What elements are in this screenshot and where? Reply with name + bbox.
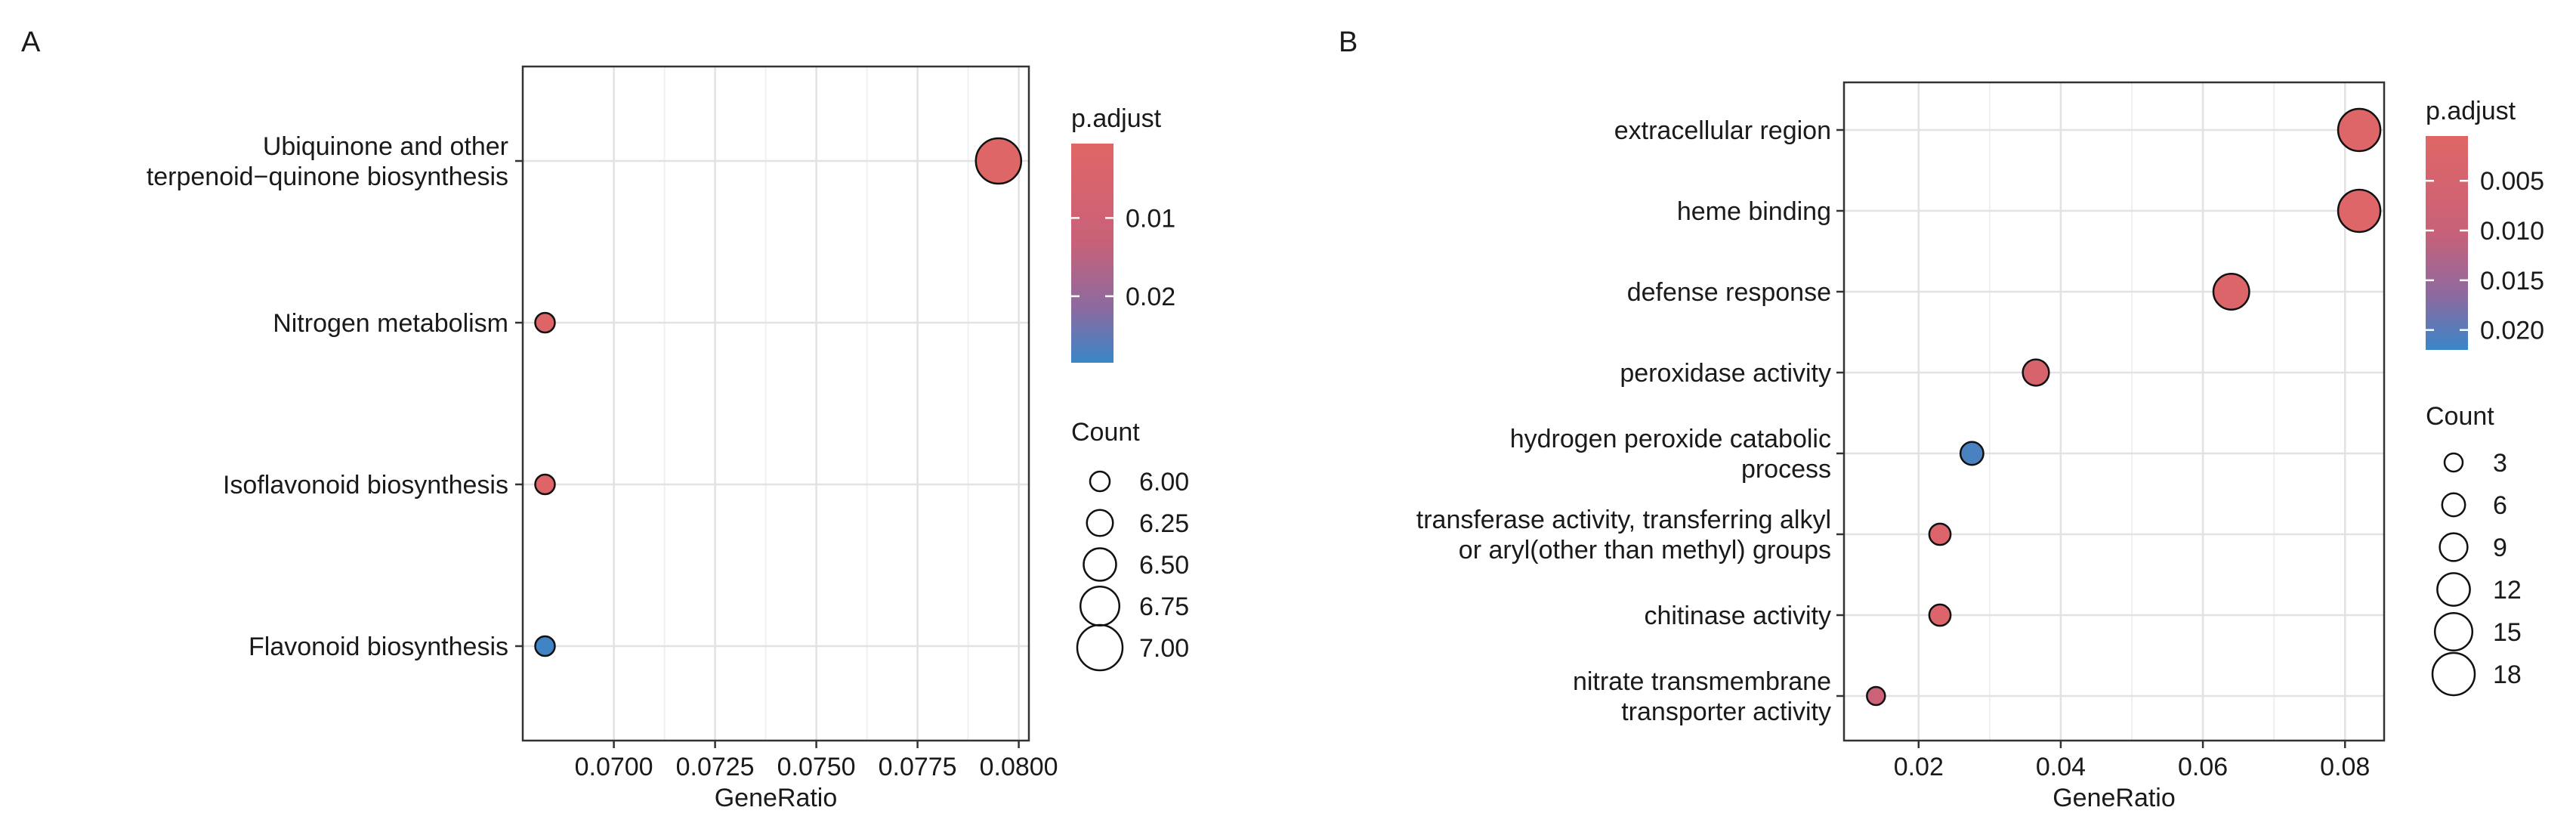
plot-background bbox=[523, 67, 1029, 741]
data-point bbox=[534, 311, 556, 334]
data-point bbox=[534, 635, 556, 657]
y-category-label: peroxidase activity bbox=[1620, 359, 1831, 388]
y-category-label: transferase activity, transferring alkyl… bbox=[1416, 506, 1831, 565]
size-legend-label: 6.50 bbox=[1139, 551, 1189, 580]
x-tick-label: 0.0775 bbox=[879, 753, 957, 781]
y-category-label: hydrogen peroxide catabolic process bbox=[1510, 425, 1831, 484]
x-axis-title: GeneRatio bbox=[2052, 784, 2176, 812]
y-category-label-line: peroxidase activity bbox=[1620, 359, 1831, 388]
color-legend-label: 0.010 bbox=[2480, 217, 2544, 246]
size-legend-circle bbox=[2431, 651, 2476, 697]
y-category-label-line: nitrate transmembrane bbox=[1573, 667, 1831, 696]
plot-frame bbox=[521, 65, 1030, 742]
y-category-label-line: extracellular region bbox=[1614, 116, 1831, 145]
y-category-label-line: transferase activity, transferring alkyl bbox=[1416, 506, 1831, 534]
y-category-label: heme binding bbox=[1677, 197, 1831, 226]
size-legend-label: 18 bbox=[2493, 660, 2522, 689]
size-legend-label: 3 bbox=[2493, 449, 2507, 478]
color-legend-bar bbox=[1071, 144, 1113, 363]
y-category-label-line: heme binding bbox=[1677, 197, 1831, 226]
data-point bbox=[1959, 441, 1985, 466]
x-tick-label: 0.04 bbox=[2036, 753, 2086, 781]
data-point bbox=[1866, 685, 1886, 707]
color-legend-label: 0.020 bbox=[2480, 317, 2544, 345]
y-category-label: Nitrogen metabolism bbox=[273, 309, 508, 338]
x-tick-label: 0.02 bbox=[1894, 753, 1944, 781]
x-axis-title: GeneRatio bbox=[715, 784, 838, 812]
data-point bbox=[2212, 273, 2250, 311]
color-legend-label: 0.02 bbox=[1126, 283, 1175, 311]
size-legend-label: 12 bbox=[2493, 576, 2522, 605]
y-category-label-line: or aryl(other than methyl) groups bbox=[1459, 536, 1831, 565]
size-legend-circle bbox=[2441, 492, 2466, 518]
data-point bbox=[1928, 522, 1952, 546]
plot-frame bbox=[1842, 81, 2386, 742]
size-legend-circle bbox=[1080, 586, 1120, 626]
data-point bbox=[534, 473, 556, 496]
color-legend-title: p.adjust bbox=[2426, 97, 2516, 125]
size-legend-label: 15 bbox=[2493, 618, 2522, 647]
size-legend-label: 7.00 bbox=[1139, 634, 1189, 663]
y-category-label-line: defense response bbox=[1627, 278, 1831, 307]
y-category-label-line: transporter activity bbox=[1621, 698, 1831, 726]
y-category-label-line: Flavonoid biosynthesis bbox=[249, 633, 508, 661]
y-category-label: nitrate transmembrane transporter activit… bbox=[1573, 667, 1831, 726]
size-legend-circle bbox=[2433, 611, 2474, 652]
y-category-label: Ubiquinone and other terpenoid−quinone bi… bbox=[147, 132, 508, 191]
panel-label: A bbox=[21, 26, 41, 58]
color-legend-title: p.adjust bbox=[1071, 104, 1162, 133]
size-legend-circle bbox=[2439, 532, 2469, 562]
plot-background bbox=[1844, 82, 2384, 741]
size-legend-label: 9 bbox=[2493, 534, 2507, 562]
data-point bbox=[1928, 603, 1952, 627]
size-legend-circle bbox=[1089, 470, 1111, 493]
size-legend-circle bbox=[1083, 547, 1117, 582]
panel-b: B 0.02 0.04 0.06 0.08 GeneRatio extracellular … bbox=[1339, 26, 2544, 812]
x-tick-label: 0.0725 bbox=[676, 753, 755, 781]
data-point bbox=[2022, 358, 2050, 387]
size-legend-label: 6 bbox=[2493, 491, 2507, 520]
data-point bbox=[2337, 107, 2382, 153]
data-point bbox=[974, 137, 1023, 185]
size-legend-circle bbox=[1076, 623, 1124, 672]
size-legend-label: 6.25 bbox=[1139, 509, 1189, 538]
y-category-label-line: terpenoid−quinone biosynthesis bbox=[147, 162, 508, 191]
y-category-label: Flavonoid biosynthesis bbox=[249, 633, 508, 661]
color-legend-bar bbox=[2426, 136, 2468, 350]
size-legend-label: 6.00 bbox=[1139, 468, 1189, 496]
y-category-label: Isoflavonoid biosynthesis bbox=[223, 471, 508, 500]
size-legend-title: Count bbox=[1071, 418, 1140, 447]
size-legend-label: 6.75 bbox=[1139, 592, 1189, 621]
panel-label: B bbox=[1339, 26, 1357, 58]
x-tick-label: 0.0800 bbox=[980, 753, 1058, 781]
x-tick-label: 0.06 bbox=[2178, 753, 2228, 781]
color-legend-label: 0.015 bbox=[2480, 267, 2544, 295]
y-category-label: extracellular region bbox=[1614, 116, 1831, 145]
x-tick-label: 0.08 bbox=[2320, 753, 2370, 781]
size-legend-circle bbox=[2436, 572, 2471, 607]
data-point bbox=[2337, 188, 2382, 234]
y-category-label: chitinase activity bbox=[1644, 602, 1831, 630]
color-legend-label: 0.005 bbox=[2480, 167, 2544, 196]
y-category-label-line: Isoflavonoid biosynthesis bbox=[223, 471, 508, 500]
y-category-label-line: Ubiquinone and other bbox=[263, 132, 508, 161]
panel-a: A 0.0700 0.0725 0.0750 0.0775 0.0800 GeneRatio… bbox=[21, 26, 1189, 812]
y-category-label-line: hydrogen peroxide catabolic bbox=[1510, 425, 1831, 453]
size-legend-title: Count bbox=[2426, 402, 2494, 431]
size-legend-circle bbox=[2443, 452, 2464, 473]
size-legend-circle bbox=[1086, 509, 1114, 537]
x-tick-label: 0.0700 bbox=[575, 753, 653, 781]
color-legend-label: 0.01 bbox=[1126, 204, 1175, 233]
x-tick-label: 0.0750 bbox=[777, 753, 856, 781]
y-category-label-line: process bbox=[1741, 455, 1831, 484]
y-category-label-line: Nitrogen metabolism bbox=[273, 309, 508, 338]
y-category-label-line: chitinase activity bbox=[1644, 602, 1831, 630]
y-category-label: defense response bbox=[1627, 278, 1831, 307]
